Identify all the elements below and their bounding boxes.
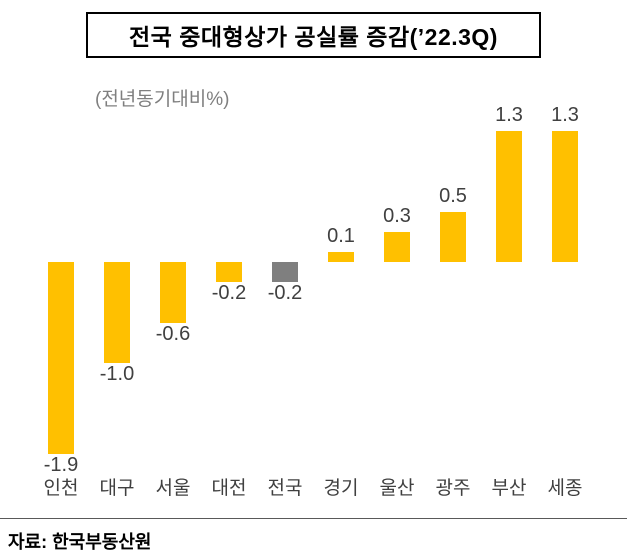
value-label-경기: 0.1: [327, 224, 355, 247]
category-label-전국: 전국: [267, 478, 303, 499]
value-label-광주: 0.5: [439, 184, 467, 207]
chart-column-부산: 1.3 부산: [481, 85, 537, 500]
chart-column-경기: 0.1 경기: [313, 85, 369, 500]
category-label-경기: 경기: [323, 478, 359, 499]
source-note: 자료: 한국부동산원: [8, 532, 152, 552]
category-label-광주: 광주: [435, 478, 471, 499]
category-label-울산: 울산: [379, 478, 415, 499]
bar-울산: [384, 231, 410, 262]
value-label-세종: 1.3: [551, 103, 579, 126]
bar-chart: -1.9 인천 -1.0 대구 -0.6 서울 -0.2 대전 -0.2 전국 0.1 경기 0.3 울산…: [33, 85, 593, 500]
chart-column-서울: -0.6 서울: [145, 85, 201, 500]
value-label-부산: 1.3: [495, 103, 523, 126]
chart-title-box: 전국 중대형상가 공실률 증감(’22.3Q): [86, 12, 541, 58]
value-label-대구: -1.0: [99, 363, 135, 385]
chart-column-전국: -0.2 전국: [257, 85, 313, 500]
bar-인천: [48, 262, 74, 454]
category-label-대구: 대구: [99, 478, 135, 499]
category-label-세종: 세종: [547, 478, 583, 499]
bar-부산: [496, 130, 522, 262]
value-label-울산: 0.3: [383, 204, 411, 227]
chart-column-울산: 0.3 울산: [369, 85, 425, 500]
bar-경기: [328, 251, 354, 262]
chart-column-세종: 1.3 세종: [537, 85, 593, 500]
bar-세종: [552, 130, 578, 262]
category-label-서울: 서울: [155, 478, 191, 499]
category-label-인천: 인천: [43, 478, 79, 499]
chart-column-인천: -1.9 인천: [33, 85, 89, 500]
chart-column-대전: -0.2 대전: [201, 85, 257, 500]
footer-divider: [0, 518, 627, 519]
category-label-대전: 대전: [211, 478, 247, 499]
y-axis-unit-label: (전년동기대비%): [95, 89, 230, 110]
value-label-대전: -0.2: [211, 282, 247, 305]
bar-대전: [216, 262, 242, 283]
bar-대구: [104, 262, 130, 363]
chart-column-대구: -1.0 대구: [89, 85, 145, 500]
value-label-인천: -1.9: [43, 453, 79, 476]
bar-광주: [440, 211, 466, 262]
value-label-서울: -0.6: [155, 322, 191, 345]
chart-column-광주: 0.5 광주: [425, 85, 481, 500]
value-label-전국: -0.2: [267, 282, 303, 305]
bar-서울: [160, 262, 186, 323]
chart-title: 전국 중대형상가 공실률 증감(’22.3Q): [129, 24, 498, 50]
bar-전국: [272, 262, 298, 283]
category-label-부산: 부산: [491, 478, 527, 499]
